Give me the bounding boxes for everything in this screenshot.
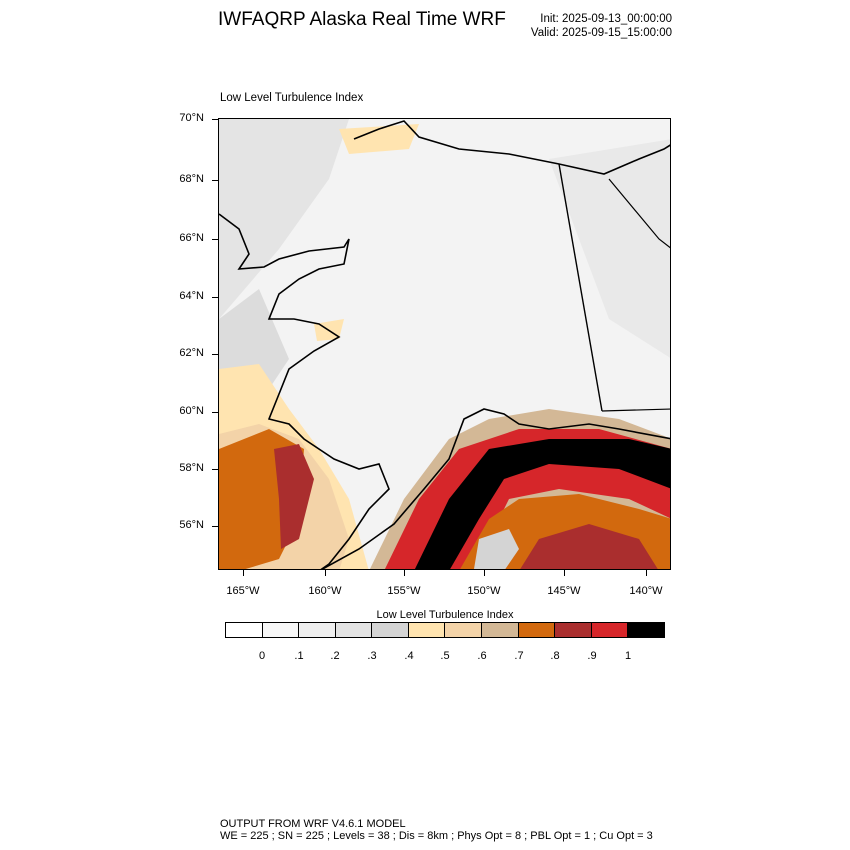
run-info: Init: 2025-09-13_00:00:00 Valid: 2025-09…: [500, 12, 672, 40]
colorbar-label: .2: [330, 650, 340, 662]
colorbar-swatch: [482, 623, 519, 637]
lon-label-155: 155°W: [387, 585, 421, 597]
footer-model-line: OUTPUT FROM WRF V4.6.1 MODEL: [220, 818, 406, 830]
lon-tick-145: [564, 570, 565, 576]
lat-tick-62: [212, 354, 218, 355]
field-tan-north-slope: [339, 124, 419, 154]
colorbar-swatch: [299, 623, 336, 637]
yukon-nwt-border: [608, 178, 670, 249]
lat-label-70: 70°N: [179, 112, 204, 124]
colorbar-label: .4: [404, 650, 414, 662]
colorbar-swatch: [226, 623, 263, 637]
field-gray-yukon: [549, 139, 670, 358]
lat-tick-68: [212, 180, 218, 181]
model-footer: OUTPUT FROM WRF V4.6.1 MODEL WE = 225 ; …: [220, 818, 653, 842]
field-darkred-gulf: [520, 524, 658, 569]
field-black-gulf: [414, 439, 670, 569]
colorbar-swatch: [262, 623, 300, 637]
turbulence-map: [219, 119, 670, 569]
colorbar-label: .5: [440, 650, 450, 662]
alaska-south-coast: [320, 408, 670, 569]
lon-tick-165: [243, 570, 244, 576]
lon-tick-150: [484, 570, 485, 576]
lat-label-58: 58°N: [179, 462, 204, 474]
lon-tick-160: [325, 570, 326, 576]
map-subtitle: Low Level Turbulence Index: [220, 92, 364, 104]
main-title: IWFAQRP Alaska Real Time WRF: [218, 9, 506, 30]
lat-label-56: 56°N: [179, 519, 204, 531]
colorbar-swatch: [335, 623, 373, 637]
colorbar-label: .9: [587, 650, 597, 662]
lat-label-66: 66°N: [179, 232, 204, 244]
lat-tick-58: [212, 469, 218, 470]
bc-border: [601, 408, 670, 412]
colorbar-swatch: [555, 623, 592, 637]
map-panel: [218, 118, 671, 570]
field-gray-gulf-calm: [474, 529, 519, 569]
colorbar-label: .1: [294, 650, 304, 662]
lat-tick-70: [212, 119, 218, 120]
lon-tick-155: [404, 570, 405, 576]
colorbar-label: .8: [550, 650, 560, 662]
field-gray-northwest: [219, 119, 349, 319]
lat-tick-64: [212, 297, 218, 298]
alaska-canada-border: [558, 163, 603, 412]
colorbar-label: .6: [477, 650, 487, 662]
colorbar-label: 1: [624, 650, 632, 662]
lat-label-64: 64°N: [179, 290, 204, 302]
colorbar-swatch: [445, 623, 483, 637]
colorbar-label: .7: [514, 650, 524, 662]
lat-label-60: 60°N: [179, 405, 204, 417]
field-darkred-bering: [274, 444, 314, 549]
colorbar: [225, 622, 665, 638]
footer-config-line: WE = 225 ; SN = 225 ; Levels = 38 ; Dis …: [220, 830, 653, 842]
lat-tick-56: [212, 526, 218, 527]
alaska-west-coast: [219, 213, 390, 569]
lon-label-150: 150°W: [467, 585, 501, 597]
colorbar-label: 0: [258, 650, 266, 662]
lon-label-165: 165°W: [226, 585, 260, 597]
lat-label-68: 68°N: [179, 173, 204, 185]
colorbar-swatch: [591, 623, 629, 637]
colorbar-swatch: [628, 623, 664, 637]
init-time: Init: 2025-09-13_00:00:00: [540, 13, 672, 25]
alaska-north-coast: [353, 120, 670, 175]
colorbar-swatch: [408, 623, 446, 637]
colorbar-swatch: [518, 623, 556, 637]
colorbar-label: .3: [367, 650, 377, 662]
lon-label-160: 160°W: [308, 585, 342, 597]
valid-time: Valid: 2025-09-15_15:00:00: [530, 27, 672, 39]
colorbar-swatch: [372, 623, 409, 637]
colorbar-title: Low Level Turbulence Index: [376, 609, 514, 621]
lat-tick-66: [212, 239, 218, 240]
lat-tick-60: [212, 412, 218, 413]
lat-label-62: 62°N: [179, 347, 204, 359]
lon-label-145: 145°W: [547, 585, 581, 597]
lon-tick-140: [646, 570, 647, 576]
lon-label-140: 140°W: [629, 585, 663, 597]
